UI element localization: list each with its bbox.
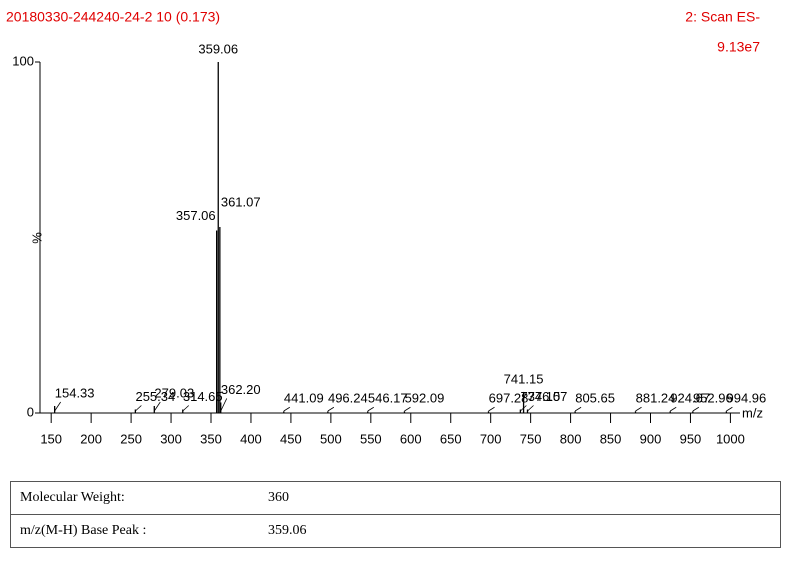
- x-tick-label: 750: [520, 431, 542, 446]
- x-tick-label: 950: [680, 431, 702, 446]
- x-tick-label: 450: [280, 431, 302, 446]
- x-tick-label: 650: [440, 431, 462, 446]
- x-tick-label: 600: [400, 431, 422, 446]
- x-tick-label: 250: [120, 431, 142, 446]
- table-cell: m/z(M-H) Base Peak :: [20, 523, 147, 538]
- leader-line: [283, 406, 291, 412]
- leader-line: [726, 406, 733, 412]
- peak-label: 746.07: [528, 389, 568, 404]
- leader-line: [488, 406, 495, 412]
- leader-line: [635, 406, 642, 412]
- peak-label: 805.65: [575, 391, 615, 406]
- leader-line: [670, 406, 677, 412]
- leader-line: [135, 405, 142, 412]
- leader-line: [692, 406, 700, 412]
- leader-line: [404, 406, 411, 412]
- x-tick-label: 200: [80, 431, 102, 446]
- y-tick-label: 0: [27, 404, 34, 419]
- leader-line: [574, 406, 582, 412]
- leader-line: [367, 406, 374, 412]
- x-tick-label: 350: [200, 431, 222, 446]
- peak-label: 546.17: [368, 391, 408, 406]
- table-cell: 359.06: [268, 523, 307, 538]
- x-tick-label: 700: [480, 431, 502, 446]
- x-tick-label: 150: [40, 431, 62, 446]
- y-tick-label: 100: [12, 53, 34, 68]
- table-row: Molecular Weight: 360: [10, 482, 781, 515]
- x-tick-label: 800: [560, 431, 582, 446]
- leader-line: [54, 401, 61, 412]
- y-axis-label: %: [29, 232, 44, 244]
- table-row: m/z(M-H) Base Peak : 359.06: [11, 515, 781, 548]
- x-tick-label: 550: [360, 431, 382, 446]
- leader-line: [182, 405, 190, 412]
- peak-label: 592.09: [405, 391, 445, 406]
- chart: 20180330-244240-24-2 10 (0.173) 2: Scan …: [6, 9, 767, 447]
- chart-title: 20180330-244240-24-2 10 (0.173): [6, 9, 220, 25]
- peak-label: 314.65: [183, 389, 223, 404]
- info-table: Molecular Weight: 360 m/z(M-H) Base Peak…: [10, 481, 781, 548]
- peak-label: 279.03: [154, 385, 194, 400]
- table-cell: 360: [268, 490, 289, 505]
- peak-label: 359.06: [198, 41, 238, 56]
- peak-label: 737.15: [520, 389, 560, 404]
- peak-label: 361.07: [221, 194, 261, 209]
- x-tick-label: 300: [160, 431, 182, 446]
- x-tick-label: 900: [640, 431, 662, 446]
- peak-label: 952.96: [693, 391, 733, 406]
- peak-label: 881.24: [636, 391, 676, 406]
- x-tick-label: 500: [320, 431, 342, 446]
- peak-label: 441.09: [284, 391, 324, 406]
- x-axis-label: m/z: [742, 405, 763, 420]
- leader-line: [220, 398, 228, 412]
- leader-line: [327, 406, 335, 412]
- x-tick-label: 1000: [716, 431, 745, 446]
- intensity-label: 9.13e7: [717, 39, 760, 55]
- peak-label: 697.28: [489, 391, 529, 406]
- scan-label: 2: Scan ES-: [685, 9, 760, 25]
- peak-label: 362.20: [221, 382, 261, 397]
- peak-label: 255.34: [135, 389, 175, 404]
- x-tick-label: 850: [600, 431, 622, 446]
- table-cell: Molecular Weight:: [20, 490, 125, 505]
- x-tick-label: 400: [240, 431, 262, 446]
- peak-label: 994.96: [727, 391, 767, 406]
- peak-label: 741.15: [504, 371, 544, 386]
- peak-label: 154.33: [55, 385, 95, 400]
- leader-line: [527, 405, 534, 412]
- leader-line: [153, 401, 161, 412]
- peak-label: 496.24: [328, 391, 368, 406]
- peak-label: 924.67: [670, 391, 710, 406]
- peak-label: 357.06: [176, 208, 216, 223]
